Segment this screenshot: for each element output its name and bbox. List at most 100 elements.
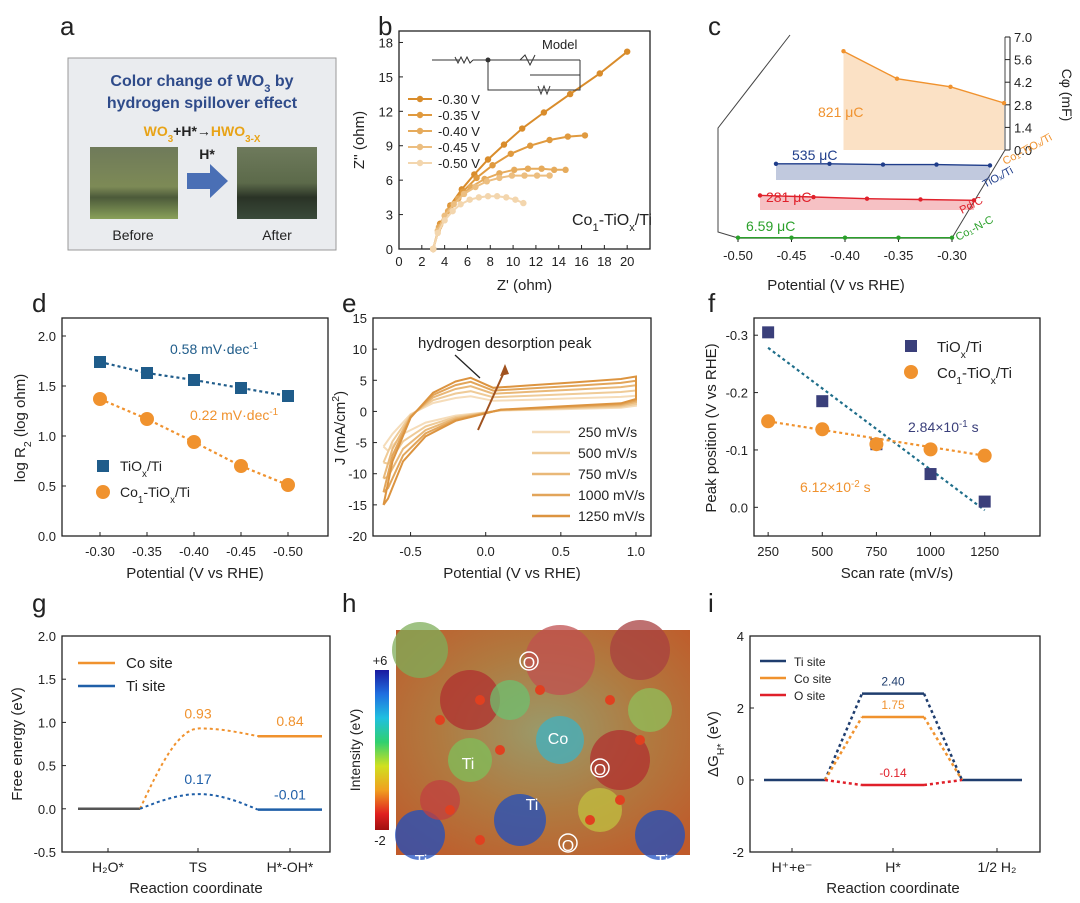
oxygen-atom-marker	[585, 815, 595, 825]
legend-label-i: Co site	[794, 672, 832, 686]
panel-d-axes	[61, 317, 329, 537]
density-blob	[610, 620, 670, 680]
panel-label-g: g	[32, 588, 46, 618]
legend-marker	[416, 95, 424, 103]
y-tick-label: 4.2	[1014, 75, 1032, 90]
path-curve-g-1	[139, 793, 259, 811]
data-point-b	[472, 183, 479, 191]
text-part: (eV)	[705, 711, 722, 744]
trend-arrow	[477, 369, 506, 431]
panel-e-annotation: hydrogen desorption peak	[418, 335, 592, 352]
data-point-b	[520, 199, 527, 207]
data-point-b	[550, 166, 558, 174]
data-point-b	[546, 172, 553, 179]
panel-i-ylabel: ΔGH* (eV)	[705, 711, 727, 777]
y-tick-label: -0.2	[726, 386, 748, 401]
slope-label-f: 6.12×10-2 s	[800, 479, 871, 496]
panel-a-title-line2: hydrogen spillover effect	[107, 95, 298, 112]
y-tick-label: 0	[737, 773, 744, 788]
x-tick-label: 0	[395, 254, 402, 269]
x-tick-label: -0.5	[399, 544, 421, 559]
x-tick-label: -0.50	[273, 544, 303, 559]
text-part: -1	[249, 341, 258, 352]
text-part: 6.12×10	[800, 479, 851, 495]
x-tick-label: 750	[866, 544, 888, 559]
data-point-d	[281, 478, 295, 492]
data-point-c	[918, 197, 923, 202]
panel-b-axes	[398, 30, 651, 250]
x-tick-label: -0.30	[937, 248, 967, 263]
y-tick-label: 0.0	[38, 802, 56, 817]
data-point-c	[841, 48, 846, 54]
cpe-icon	[519, 54, 536, 67]
legend-label-e: 1000 mV/s	[578, 487, 645, 503]
data-point-b	[450, 201, 457, 208]
atom-ring	[590, 758, 610, 778]
data-point-b	[496, 170, 503, 177]
text-part: -1	[269, 407, 278, 418]
colorbar-title: Intensity (eV)	[347, 709, 363, 791]
charge-label: 821 μC	[818, 104, 863, 120]
density-blob	[536, 716, 584, 764]
y-tick-label: 10	[353, 342, 367, 357]
panel-g-ylabel: Free energy (eV)	[9, 687, 26, 800]
legend-marker	[904, 365, 918, 379]
text-part: x	[142, 469, 147, 480]
data-point-c	[948, 84, 953, 90]
data-point-c	[896, 235, 901, 240]
panel-e-axes	[372, 317, 652, 537]
density-blob	[525, 625, 595, 695]
panel-f-ylabel: Peak position (V vs RHE)	[703, 343, 720, 512]
text-part: TiO	[937, 339, 961, 356]
data-point-c	[757, 193, 763, 198]
y-tick-label: -5	[355, 436, 367, 451]
data-point-c	[987, 163, 993, 168]
text-part: HWO	[211, 123, 245, 139]
data-point-c	[773, 161, 779, 166]
legend-marker	[97, 460, 109, 472]
text-part: -2	[851, 479, 860, 490]
data-point-b	[564, 133, 572, 140]
arrow-icon	[187, 164, 228, 198]
connector-line	[823, 716, 864, 781]
x-tick-label: 4	[441, 254, 448, 269]
panel-label-f: f	[708, 288, 716, 318]
cv-curve-2	[382, 384, 637, 480]
slope-label-d: 0.58 mV·dec-1	[170, 341, 258, 358]
x-tick-label: H₂O*	[92, 859, 124, 875]
colorbar-min-label: -2	[374, 833, 386, 848]
text-part: -1	[959, 419, 968, 430]
text-part: Co	[120, 484, 138, 500]
density-blob	[578, 788, 622, 832]
text-part: WO	[144, 123, 168, 139]
x-tick-label: -0.35	[132, 544, 162, 559]
oxygen-atom-marker	[445, 805, 455, 815]
x-tick-label: 18	[597, 254, 611, 269]
after-label: After	[262, 227, 292, 243]
data-point-b	[533, 172, 541, 179]
data-point-b	[581, 132, 589, 139]
data-point-b	[466, 196, 473, 203]
text-part: 2	[330, 396, 342, 402]
data-point-f	[761, 414, 776, 429]
legend-label-b: -0.35 V	[438, 108, 480, 123]
data-point-b	[496, 174, 503, 182]
data-point-b	[512, 196, 519, 203]
before-label: Before	[112, 227, 153, 243]
resistor-icon	[537, 84, 551, 96]
y-tick-label: 0	[360, 404, 367, 419]
after-sample-image	[237, 147, 317, 219]
panel-a-title-line1: Color change of WO3 by	[110, 73, 293, 95]
x-tick-label: 10	[506, 254, 520, 269]
data-point-f	[816, 395, 829, 408]
y-tick-label: -2	[732, 845, 744, 860]
data-point-d	[94, 356, 106, 368]
text-part: -TiO	[143, 484, 170, 500]
cv-curve-4	[382, 375, 637, 506]
data-point-b	[484, 156, 492, 163]
data-point-d	[234, 459, 248, 473]
data-point-b	[596, 70, 603, 77]
atom-ring	[558, 833, 578, 853]
panel-c-xlabel: Potential (V vs RHE)	[767, 277, 905, 294]
